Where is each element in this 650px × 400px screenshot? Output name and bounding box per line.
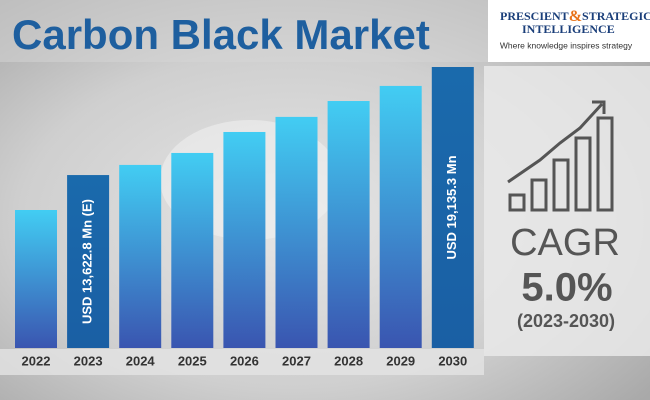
logo-tagline: Where knowledge inspires strategy (500, 40, 633, 50)
x-tick-label: 2023 (74, 353, 103, 368)
bar (379, 85, 422, 348)
logo-name: PRESCIENT&STRATEGIC (500, 8, 650, 25)
logo-box (488, 0, 650, 62)
cagr-value: 5.0% (521, 266, 612, 310)
x-tick-label: 2027 (282, 353, 311, 368)
year-band (0, 349, 484, 375)
chart-title: Carbon Black Market (12, 11, 430, 58)
cagr-period: (2023-2030) (517, 311, 615, 331)
x-tick-label: 2022 (22, 353, 51, 368)
bar (15, 210, 57, 348)
x-tick-label: 2024 (126, 353, 156, 368)
bar (67, 175, 110, 348)
bar (171, 152, 214, 348)
value-label: USD 13,622.8 Mn (E) (80, 199, 95, 324)
growth-icon (507, 100, 614, 212)
logo-name-line2: INTELLIGENCE (522, 22, 615, 36)
x-tick-label: 2029 (386, 353, 415, 368)
bar (119, 164, 162, 348)
bar (327, 101, 370, 348)
x-tick-label: 2028 (334, 353, 363, 368)
x-tick-label: 2030 (438, 353, 467, 368)
bar (431, 67, 474, 348)
cagr-label: CAGR (510, 222, 620, 264)
x-tick-label: 2026 (230, 353, 259, 368)
value-label: USD 19,135.3 Mn (444, 155, 459, 259)
x-tick-label: 2025 (178, 353, 207, 368)
bar (223, 131, 266, 348)
bar (275, 116, 318, 348)
